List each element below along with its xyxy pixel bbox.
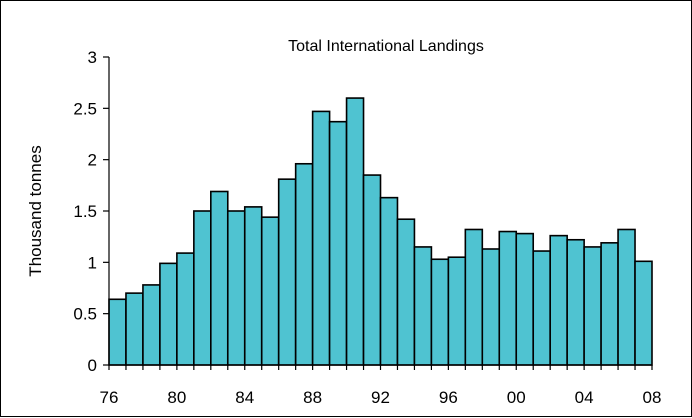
bar-1984 [243,206,263,366]
bar-1979 [159,262,178,366]
x-tick-label-08: 08 [643,388,662,407]
chart-title: Total International Landings [288,38,484,55]
bar-2003 [566,238,585,366]
bar-1978 [142,284,161,366]
bar-1999 [498,230,518,366]
bar-2007 [634,260,653,366]
y-tick-label-5: 2.5 [73,99,97,118]
bar-1992 [379,196,399,366]
x-tick-label-76: 76 [100,388,119,407]
x-tick-label-96: 96 [439,388,458,407]
y-tick-label-2: 1 [88,253,97,272]
x-tick-label-84: 84 [235,388,254,407]
x-tick-label-88: 88 [303,388,322,407]
bar-1980 [176,252,195,366]
bar-1991 [362,174,382,366]
bar-1986 [277,178,297,366]
bar-1977 [125,292,144,366]
bar-2005 [600,242,619,366]
bar-1985 [260,216,280,366]
bar-2002 [549,234,568,366]
y-tick-label-1: 0.5 [73,305,97,324]
x-tick-label-00: 00 [507,388,526,407]
bar-1994 [413,246,433,366]
bar-1981 [193,210,212,366]
bar-1983 [226,210,246,366]
bar-1995 [430,258,450,366]
x-tick-label-04: 04 [575,388,594,407]
bar-1993 [396,218,416,366]
bar-1988 [311,110,331,366]
bar-1976 [108,298,127,366]
bar-1998 [481,248,501,366]
bar-1989 [328,120,348,366]
bar-1997 [464,228,484,366]
x-tick-label-92: 92 [371,388,390,407]
y-tick-label-4: 2 [88,151,97,170]
y-tick-label-0: 0 [88,356,97,375]
y-axis-label: Thousand tonnes [26,145,45,276]
x-tick-label-80: 80 [167,388,186,407]
bar-1987 [294,162,314,366]
bar-2004 [583,246,602,366]
y-tick-label-6: 3 [88,48,97,67]
bar-1990 [345,97,365,366]
bar-1996 [447,256,467,366]
bar-2001 [532,250,551,366]
bar-1982 [210,190,229,366]
bar-2006 [617,228,636,366]
y-tick-label-3: 1.5 [73,202,97,221]
bar-2000 [515,232,535,366]
